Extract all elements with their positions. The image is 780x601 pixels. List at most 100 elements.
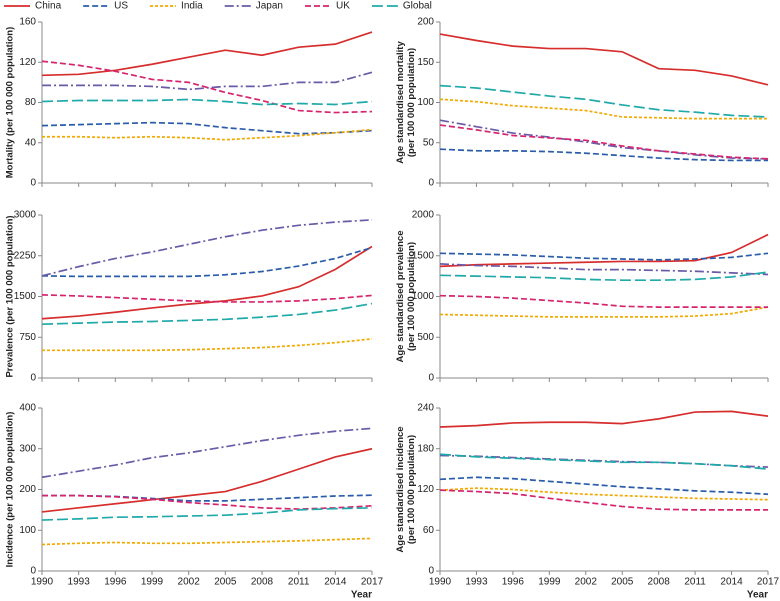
series-line [41,294,373,303]
series-line [41,447,373,513]
series-line [439,124,769,160]
y-tick-label: 120 [417,484,434,495]
y-axis-label: Incidence (per 100 000 population) [5,412,16,568]
y-tick-label: 0 [30,178,36,189]
x-tick-label: 2005 [611,577,634,588]
x-tick-label: 2011 [288,577,310,588]
x-axis-label: Year [351,590,372,601]
y-axis-label: Age standardised prevalence [395,231,406,363]
legend-label: China [35,1,62,12]
series-line [41,31,373,77]
y-tick-label: 50 [423,137,435,148]
legend-label: Japan [256,1,283,12]
y-axis-label: (per 100 000 population) [406,435,417,544]
x-tick-label: 2017 [757,577,780,588]
series-line [41,246,373,278]
y-tick-label: 100 [19,525,36,536]
y-tick-label: 100 [417,97,434,108]
x-tick-label: 2002 [178,577,201,588]
series-line [439,489,768,511]
y-tick-label: 40 [25,137,37,148]
legend-label: India [181,1,203,12]
x-tick-label: 2008 [648,577,671,588]
y-tick-label: 500 [417,332,434,343]
series-line [439,453,769,470]
x-axis-label: Year [747,590,768,601]
y-tick-label: 180 [417,443,434,454]
y-axis-label: (per 100 000 population) [406,242,417,351]
y-axis-label: Mortality (per 100 000 population) [5,27,16,179]
series-line [439,233,769,268]
x-tick-label: 2017 [361,577,384,588]
series-line [41,219,373,277]
x-tick-label: 1993 [465,577,488,588]
y-tick-label: 2250 [14,250,37,261]
x-tick-label: 1990 [31,577,54,588]
x-tick-label: 2014 [720,577,743,588]
series-line [41,121,373,135]
y-tick-label: 2000 [412,210,435,221]
series-line [41,98,373,106]
series-line [439,476,769,496]
x-tick-label: 2005 [214,577,237,588]
series-line [42,128,373,141]
legend-label: Global [403,1,432,12]
x-tick-label: 2011 [684,577,706,588]
legend-label: US [114,1,128,12]
series-line [41,302,373,326]
series-line [439,98,768,120]
y-tick-label: 160 [19,17,36,28]
y-tick-label: 0 [428,373,434,384]
x-tick-label: 1999 [538,577,561,588]
y-tick-label: 3000 [14,210,37,221]
x-tick-label: 1996 [104,577,127,588]
x-tick-label: 1999 [141,577,164,588]
y-tick-label: 0 [30,566,36,577]
y-tick-label: 0 [30,373,36,384]
series-line [439,306,769,318]
series-line [439,487,769,501]
y-axis-label: (per 100 000 population) [406,48,417,157]
series-line [439,33,769,86]
series-line [41,506,373,521]
x-tick-label: 1996 [502,577,525,588]
x-tick-label: 2014 [324,577,347,588]
series-line [41,537,373,546]
series-line [439,148,768,162]
series-line [439,263,769,276]
legend-label: UK [336,1,350,12]
y-tick-label: 1500 [412,250,435,261]
x-tick-label: 2008 [251,577,274,588]
series-line [439,84,769,118]
y-tick-label: 1000 [412,291,435,302]
y-axis-label: Age standardised incidence [395,426,406,552]
y-tick-label: 0 [428,178,434,189]
y-tick-label: 150 [417,57,434,68]
y-tick-label: 300 [19,443,36,454]
series-line [41,60,373,114]
y-tick-label: 60 [423,525,435,536]
series-line [42,338,373,352]
series-line [439,271,769,282]
y-tick-label: 1500 [14,291,37,302]
series-line [439,119,769,160]
y-axis-label: Age standardised mortality [395,41,406,164]
y-tick-label: 80 [25,97,37,108]
y-tick-label: 120 [19,57,36,68]
x-tick-label: 1993 [68,577,91,588]
y-tick-label: 750 [19,332,36,343]
series-line [41,245,373,320]
y-tick-label: 400 [19,403,36,414]
x-tick-label: 1990 [429,577,452,588]
y-tick-label: 240 [417,403,434,414]
series-line [439,294,768,308]
series-line [41,427,373,479]
y-tick-label: 0 [428,566,434,577]
y-tick-label: 200 [417,17,434,28]
series-line [439,410,769,428]
y-tick-label: 200 [19,484,36,495]
x-tick-label: 2002 [575,577,598,588]
y-axis-label: Prevalence (per 100 000 population) [5,215,16,377]
series-line [439,252,769,261]
